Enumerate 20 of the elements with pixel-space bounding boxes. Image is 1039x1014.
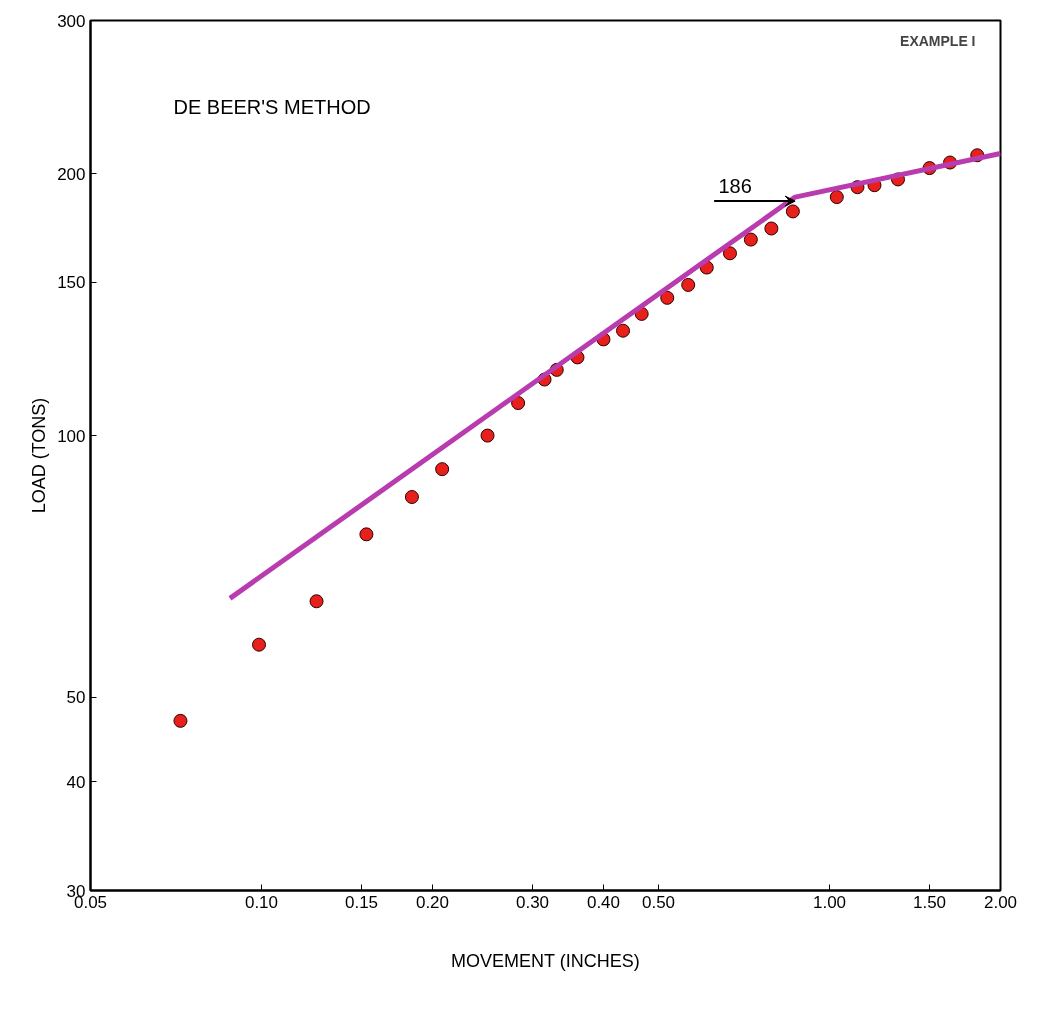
x-tick-label: 0.10 — [244, 892, 279, 912]
x-axis-title: MOVEMENT (INCHES) — [451, 950, 640, 971]
x-tick-label: 2.00 — [983, 892, 1018, 912]
y-tick-label: 50 — [66, 688, 86, 708]
x-tick-label: 0.30 — [515, 892, 550, 912]
x-tick-label: 0.20 — [415, 892, 450, 912]
annotation: EXAMPLE I — [900, 32, 976, 49]
x-tick-label: 1.00 — [812, 892, 847, 912]
x-tick-label: 0.15 — [344, 892, 379, 912]
y-axis-title: LOAD (TONS) — [29, 397, 50, 514]
y-tick-label: 200 — [57, 164, 86, 184]
annotation: 186 — [718, 175, 752, 198]
y-tick-label: 40 — [66, 772, 86, 792]
y-tick-label: 150 — [57, 273, 86, 293]
y-tick-label: 100 — [57, 426, 86, 446]
text: DE BEER'S METHOD — [173, 95, 371, 118]
y-tick-label: 300 — [57, 11, 86, 31]
x-tick-label: 0.40 — [586, 892, 621, 912]
x-tick-label: 0.50 — [641, 892, 676, 912]
x-tick-label: 1.50 — [912, 892, 947, 912]
